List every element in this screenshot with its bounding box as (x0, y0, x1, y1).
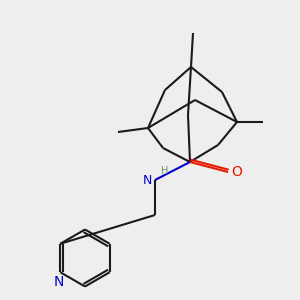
Text: O: O (231, 165, 242, 179)
Text: N: N (143, 173, 153, 187)
Text: H: H (161, 167, 168, 176)
Text: N: N (54, 275, 64, 289)
